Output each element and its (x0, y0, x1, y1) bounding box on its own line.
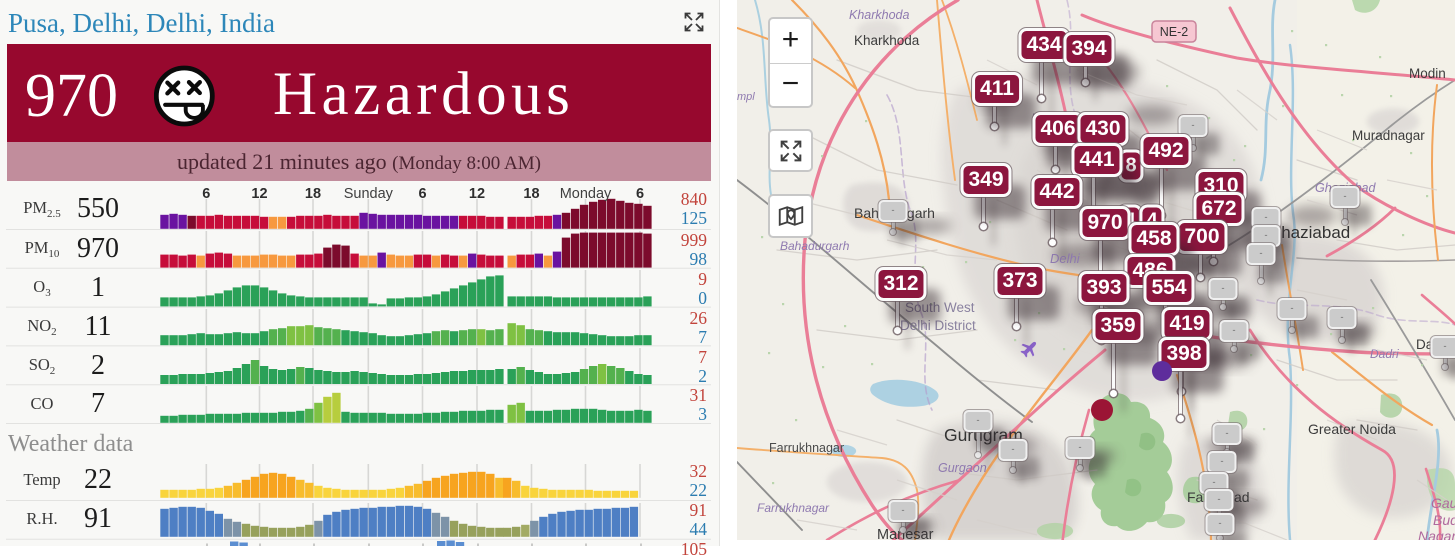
svg-text:Bud: Bud (1433, 512, 1455, 528)
svg-text:Farrukhnagar: Farrukhnagar (769, 441, 844, 455)
svg-text:Kharkhoda: Kharkhoda (854, 33, 920, 48)
svg-text:Kharkhoda: Kharkhoda (849, 8, 910, 22)
svg-text:NE-2: NE-2 (1160, 25, 1189, 39)
svg-text:Gurgaon: Gurgaon (938, 461, 987, 475)
svg-text:ad: ad (1234, 489, 1250, 505)
svg-text:Farrukhnagar: Farrukhnagar (757, 501, 830, 515)
svg-text:Muradnagar: Muradnagar (1352, 128, 1425, 143)
svg-text:Greater Noida: Greater Noida (1308, 421, 1396, 437)
svg-text:Dadri: Dadri (1370, 347, 1399, 361)
svg-text:Modin: Modin (1409, 66, 1446, 81)
svg-text:Bahadurgarh: Bahadurgarh (780, 239, 850, 253)
svg-text:Delhi: Delhi (1050, 251, 1081, 266)
svg-text:Nagar: Nagar (1418, 528, 1455, 540)
svg-text:Manesar: Manesar (877, 527, 934, 540)
svg-text:South West: South West (905, 300, 975, 315)
svg-text:Delhi District: Delhi District (900, 318, 976, 333)
svg-text:Gau: Gau (1431, 495, 1455, 511)
svg-text:mpl: mpl (737, 91, 755, 103)
svg-text:Ghaziabad: Ghaziabad (1268, 223, 1350, 242)
